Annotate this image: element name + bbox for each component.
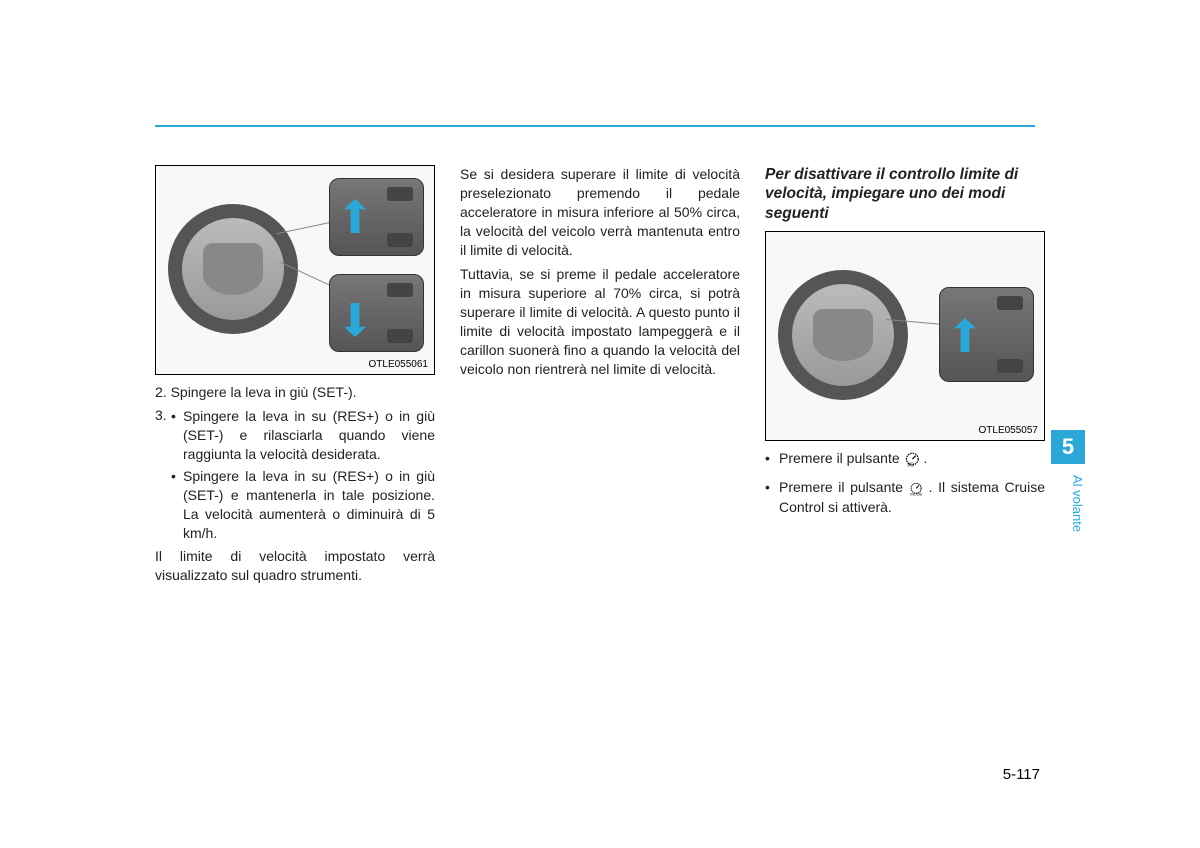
chapter-label: Al volante	[1051, 475, 1085, 575]
button-pad-icon	[939, 287, 1034, 382]
steering-wheel-icon	[778, 270, 908, 400]
svg-text:MODE: MODE	[910, 491, 922, 496]
speedometer-mode-icon: MODE	[909, 480, 929, 498]
figure-code: OTLE055061	[369, 358, 429, 372]
bullet-1-pre: Premere il pulsante	[779, 450, 904, 466]
figure-2: OTLE055057	[765, 231, 1045, 441]
bullet-1-post: .	[924, 450, 928, 466]
step-3a: Spingere la leva in su (RES+) o in giù (…	[155, 407, 435, 464]
arrow-up-icon	[344, 199, 366, 233]
step-3b: Spingere la leva in su (RES+) o in giù (…	[155, 467, 435, 543]
button-pad-up-icon	[329, 178, 424, 256]
column-1: OTLE055061 2. Spingere la leva in giù (S…	[155, 165, 435, 591]
button-pad-down-icon	[329, 274, 424, 352]
col1-tail: Il limite di velocità impostato verrà vi…	[155, 547, 435, 585]
content-area: OTLE055061 2. Spingere la leva in giù (S…	[155, 165, 1045, 591]
step-2: 2. Spingere la leva in giù (SET-).	[155, 383, 435, 402]
col2-p1: Se si desidera superare il limite di vel…	[460, 165, 740, 259]
figure-code: OTLE055057	[979, 424, 1039, 438]
column-2: Se si desidera superare il limite di vel…	[460, 165, 740, 591]
figure-1: OTLE055061	[155, 165, 435, 375]
chapter-tab: 5	[1051, 430, 1085, 464]
column-3: Per disattivare il controllo limite di v…	[765, 165, 1045, 591]
arrow-down-icon	[344, 303, 366, 337]
bullet-2-pre: Premere il pulsante	[779, 479, 909, 495]
col2-p2: Tuttavia, se si preme il pedale accelera…	[460, 265, 740, 378]
bullet-1: Premere il pulsante I/O.	[765, 449, 1045, 468]
arrow-up-icon	[954, 318, 976, 352]
top-divider	[155, 125, 1035, 127]
steering-wheel-icon	[168, 204, 298, 334]
svg-text:I/O: I/O	[907, 463, 914, 469]
speedometer-cancel-icon: I/O	[904, 450, 924, 468]
bullet-2: Premere il pulsante MODE. Il sistema Cru…	[765, 478, 1045, 516]
page-number: 5-117	[1003, 766, 1040, 783]
col3-heading: Per disattivare il controllo limite di v…	[765, 165, 1045, 223]
